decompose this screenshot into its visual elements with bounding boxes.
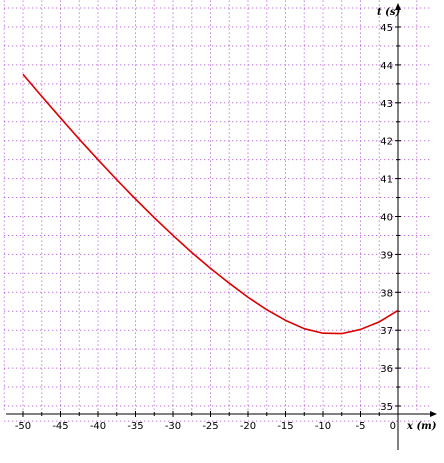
series-layer: [22, 73, 399, 335]
tick-labels: -50 -45 -40 -35 -30 -25 -20 -15 -10 -5 03536373839…: [15, 23, 396, 432]
y-axis-arrow: [395, 3, 401, 10]
y-tick-label: 37: [380, 326, 393, 337]
x-tick-label: -15: [277, 421, 293, 432]
x-tick-label: -45: [52, 421, 68, 432]
x-tick-label: -50: [15, 421, 31, 432]
y-tick-label: 35: [380, 402, 393, 413]
y-tick-label: 42: [380, 137, 393, 148]
y-tick-label: 39: [380, 250, 393, 261]
y-tick-label: 38: [380, 288, 393, 299]
x-tick-label: -30: [165, 421, 181, 432]
x-tick-label: -5: [356, 421, 366, 432]
x-tick-label: 0: [390, 421, 396, 432]
x-axis-title: x (m): [406, 421, 437, 432]
x-tick-label: -40: [90, 421, 106, 432]
y-tick-label: 45: [380, 23, 393, 34]
y-tick-label: 43: [380, 99, 393, 110]
y-tick-label: 44: [380, 61, 393, 72]
y-tick-label: 40: [380, 213, 393, 224]
axes: [6, 3, 437, 450]
x-tick-label: -10: [315, 421, 331, 432]
y-tick-label: 41: [380, 175, 393, 186]
y-axis-title: t (s): [377, 7, 400, 18]
y-tick-label: 36: [380, 364, 393, 375]
x-tick-label: -35: [127, 421, 143, 432]
grid: [3, 0, 432, 422]
x-axis-arrow: [430, 411, 437, 417]
x-tick-label: -20: [240, 421, 256, 432]
x-tick-label: -25: [202, 421, 218, 432]
series-line: [22, 73, 399, 335]
